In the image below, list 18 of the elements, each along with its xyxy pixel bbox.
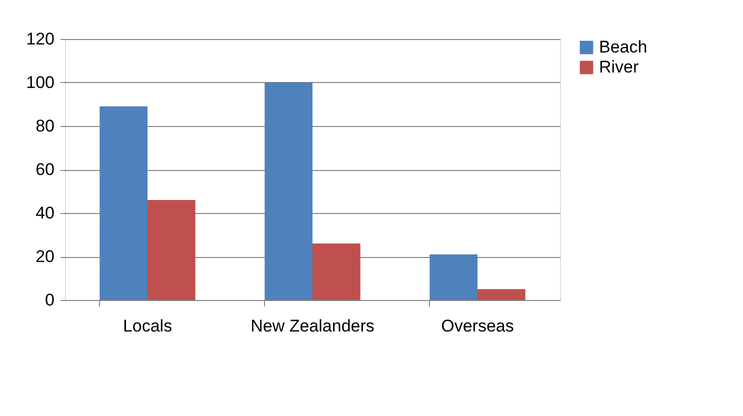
bar (312, 243, 360, 300)
bar (478, 289, 526, 300)
legend-label: River (599, 58, 640, 76)
legend-label: Beach (599, 38, 648, 56)
bar (148, 200, 196, 300)
x-tick-label: Locals (122, 316, 172, 336)
y-tick-label: 120 (26, 30, 54, 48)
y-tick-label: 20 (36, 247, 54, 266)
x-tick-label: Overseas (441, 316, 514, 336)
y-tick-label: 60 (36, 160, 54, 179)
x-tick-label: New Zealanders (250, 316, 374, 336)
y-tick-label: 100 (26, 73, 54, 92)
bar (100, 106, 148, 300)
y-tick-label: 0 (45, 290, 54, 310)
bar (430, 254, 478, 300)
y-tick-label: 40 (36, 204, 54, 222)
y-tick-label: 80 (36, 116, 54, 136)
bar (264, 82, 312, 300)
